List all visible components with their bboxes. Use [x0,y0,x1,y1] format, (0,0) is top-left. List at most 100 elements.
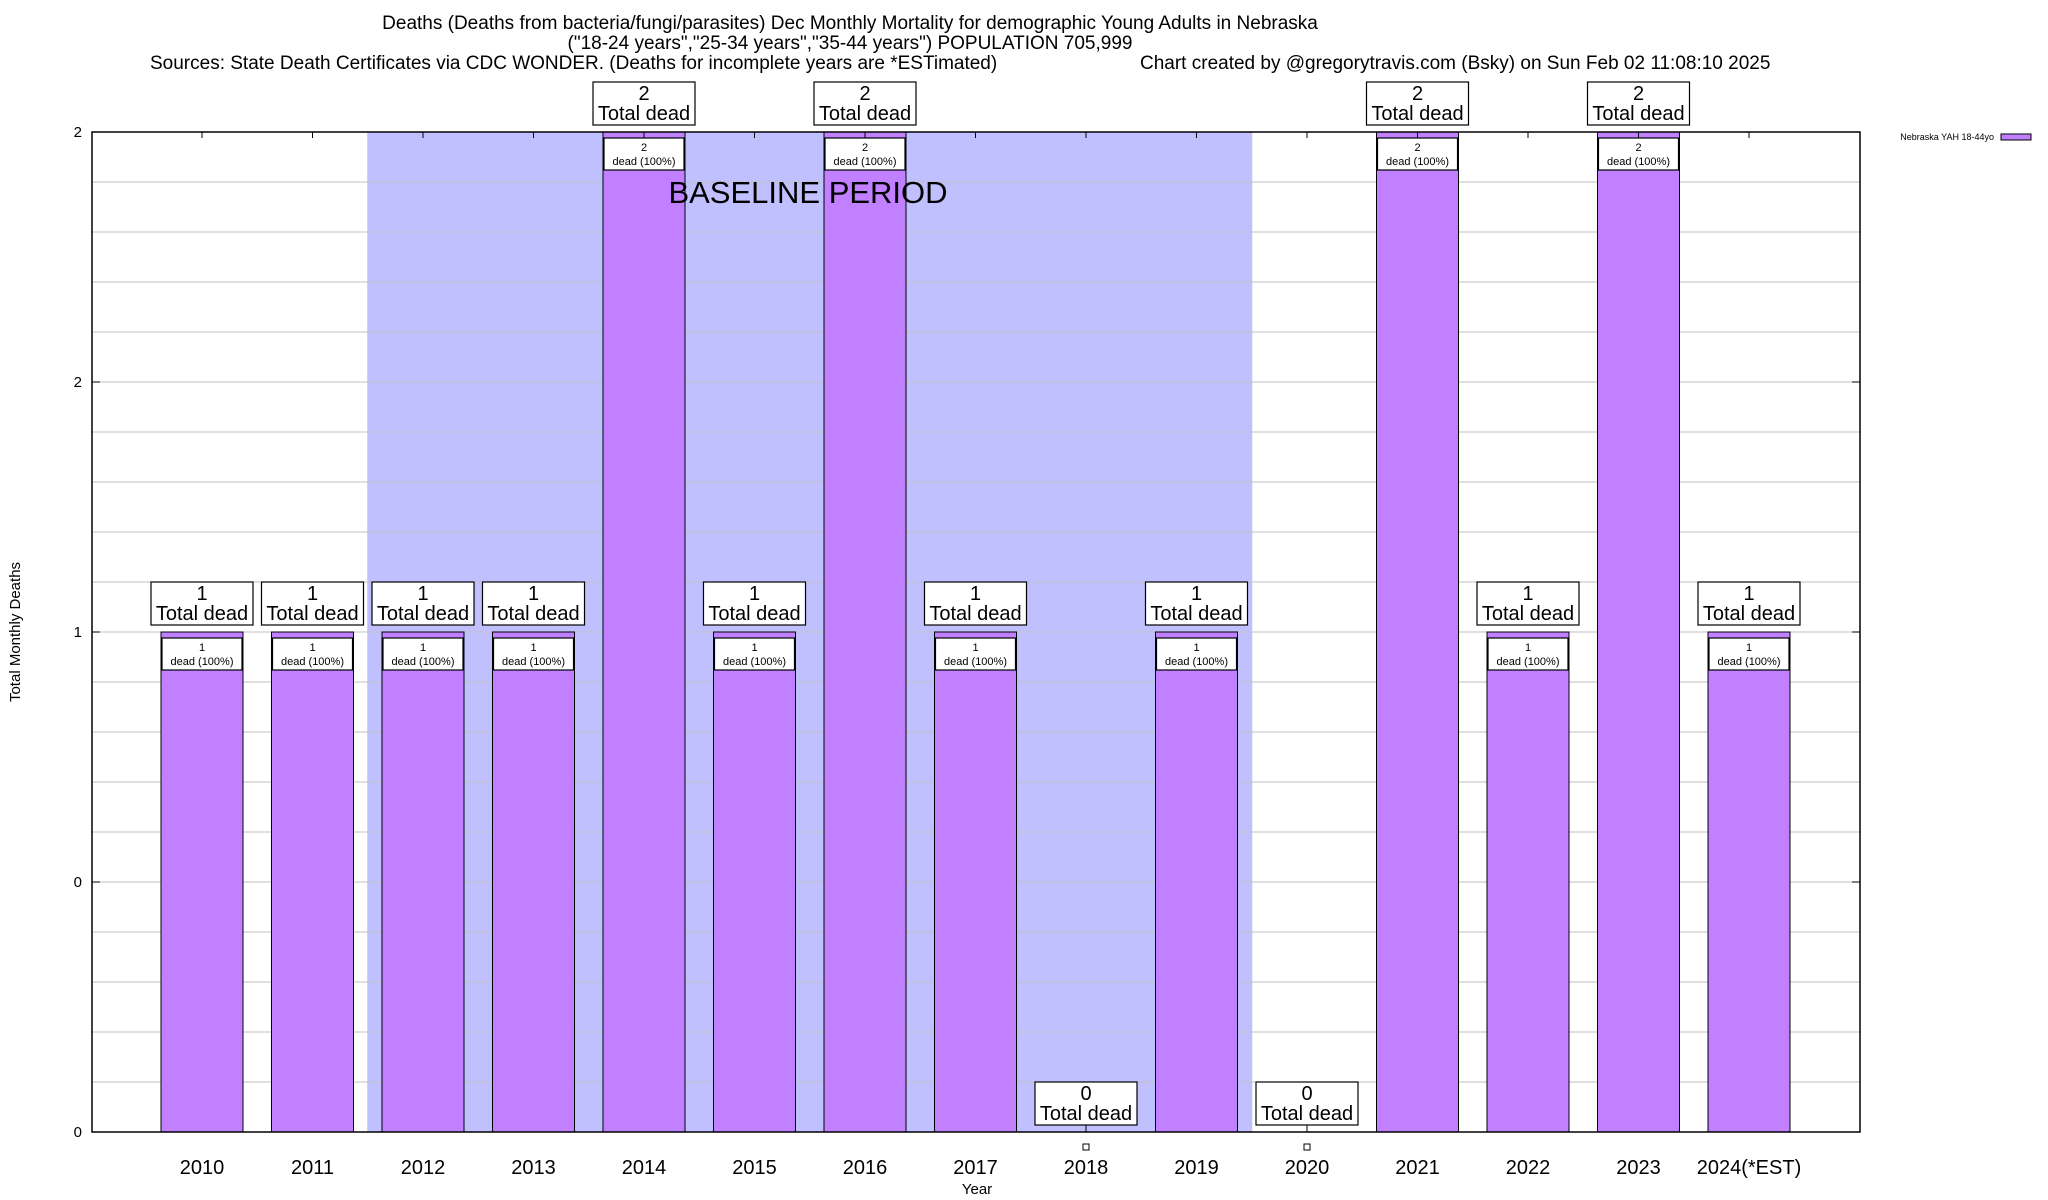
bar-inner-label: 2 dead (100%) [1597,137,1680,171]
bar-inner-label-count: 1 [972,642,978,654]
bar-inner-label-text: dead (100%) [1718,656,1781,668]
bar-total-label-text: Total dead [377,603,469,625]
bar-total-label-text: Total dead [1040,1103,1132,1125]
bar-inner-label: 2 dead (100%) [1376,137,1459,171]
bar-inner-label-text: dead (100%) [1497,656,1560,668]
bar [1155,631,1238,1133]
bar-inner-label-count: 1 [1193,642,1199,654]
bar-inner-label-count: 1 [1525,642,1531,654]
x-tick-label: 2012 [401,1157,446,1179]
x-tick-label: 2018 [1064,1157,1109,1179]
bar-inner-label-count: 1 [1746,642,1752,654]
bar-inner-label: 1 dead (100%) [161,637,243,671]
bar-inner-label: 1 dead (100%) [1708,637,1790,671]
bar-total-label-box [371,581,475,626]
bar-total-label-count: 2 [859,83,870,105]
bar-inner-label: 2 dead (100%) [603,137,685,171]
bar-inner-label-count: 1 [420,642,426,654]
bar-total-label-count: 0 [1301,1083,1312,1105]
bar-inner-label-count: 2 [862,142,868,154]
bar-total-label-count: 1 [417,583,428,605]
bar-total-label-box [1034,1081,1138,1126]
x-tick-label: 2021 [1395,1157,1440,1179]
bar-total-label-count: 1 [1743,583,1754,605]
bar-inner-label: 1 dead (100%) [492,637,575,671]
bar-total-label-box [923,581,1028,626]
x-tick-label: 2017 [953,1157,998,1179]
bar-total-label-text: Total dead [929,603,1021,625]
bar-total-label-box [1255,1081,1359,1126]
bar-total-label-text: Total dead [1482,603,1574,625]
bar-total-label-text: Total dead [708,603,800,625]
bar-inner-label-count: 1 [751,642,757,654]
bar-inner-label-box [603,137,685,171]
bar-total-label-count: 0 [1080,1083,1091,1105]
x-tick-label: 2014 [622,1157,667,1179]
bar-inner-label-text: dead (100%) [834,156,897,168]
bar-total-label-text: Total dead [1703,603,1795,625]
y-tick-label: 2 [74,124,82,141]
bar [602,131,686,1133]
bar-inner-label-box [1487,637,1569,671]
legend-swatch [2000,133,2032,141]
bar-inner-label: 1 dead (100%) [1487,637,1569,671]
bar-inner-label-box [161,637,243,671]
bar-total-label-text: Total dead [1371,103,1463,125]
x-axis-label: Year [962,1181,992,1198]
bar-inner-label-text: dead (100%) [392,656,455,668]
bar-total-label-count: 1 [970,583,981,605]
x-tick-label: 2010 [180,1157,225,1179]
bar-inner-label: 1 dead (100%) [271,637,354,671]
x-tick-label: 2011 [291,1157,334,1179]
x-tick-label: 2022 [1506,1157,1551,1179]
bar-inner-label-count: 1 [530,642,536,654]
bar-inner-label: 1 dead (100%) [382,637,464,671]
x-tick-label: 2020 [1285,1157,1330,1179]
bar [1376,131,1459,1133]
bar-total-label-box [481,581,586,626]
bar-total-label-text: Total dead [487,603,579,625]
bar-total-label-box [813,81,917,126]
x-tick-label: 2015 [732,1157,777,1179]
bar-total-label-count: 1 [1191,583,1202,605]
chart-sources: Sources: State Death Certificates via CD… [150,53,998,74]
bar-inner-label: 1 dead (100%) [934,637,1017,671]
bar-inner-label-count: 2 [1635,142,1641,154]
legend: Nebraska YAH 18-44yo [1900,132,2032,142]
zero-bar-marker [1303,1143,1311,1151]
bar-total-label-box [1697,581,1801,626]
bar-total-label-text: Total dead [598,103,690,125]
bar-inner-label-box [713,637,796,671]
bar-inner-label-box [271,637,354,671]
x-tick-label: 2024(*EST) [1697,1157,1802,1179]
x-tick-label: 2013 [511,1157,556,1179]
bar-inner-label-text: dead (100%) [281,656,344,668]
bar-inner-label-text: dead (100%) [1386,156,1449,168]
bar [1486,631,1570,1133]
bar-inner-label-box [934,637,1017,671]
bar-total-label-count: 1 [307,583,318,605]
bar-total-label-box [1365,81,1470,126]
bar-total-label-text: Total dead [266,603,358,625]
bar-inner-label-box [1376,137,1459,171]
bar-total-label-box [150,581,254,626]
bar-inner-label-text: dead (100%) [502,656,565,668]
bar-total-label-box [1476,581,1580,626]
bar-total-label-box [1144,581,1249,626]
bar-inner-label-box [1155,637,1238,671]
bar-total-label-text: Total dead [819,103,911,125]
bar-inner-label-count: 2 [641,142,647,154]
bar-total-label-count: 1 [196,583,207,605]
bar-inner-label-count: 1 [199,642,205,654]
bar-inner-label-box [492,637,575,671]
bar-inner-label-box [1708,637,1790,671]
